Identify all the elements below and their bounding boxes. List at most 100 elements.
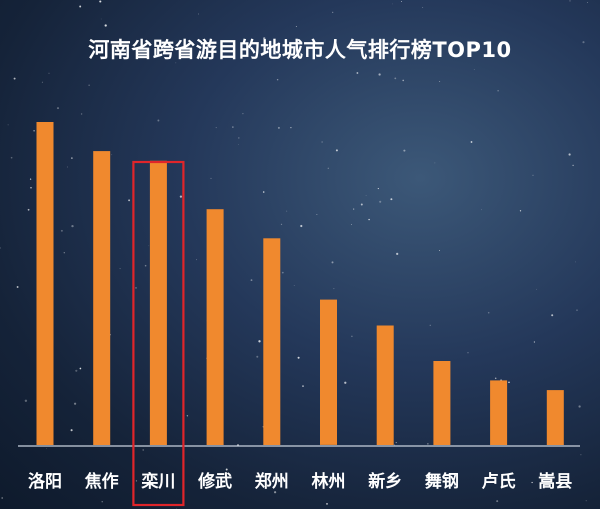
star: [497, 90, 499, 92]
star: [24, 399, 28, 402]
star: [403, 149, 406, 152]
star: [71, 157, 73, 159]
star: [100, 18, 102, 20]
star: [159, 486, 161, 488]
star: [572, 164, 574, 167]
star: [390, 198, 393, 201]
star: [45, 448, 47, 449]
star: [331, 261, 334, 264]
star: [368, 218, 370, 221]
star: [467, 352, 469, 354]
star: [429, 324, 431, 326]
star: [316, 214, 318, 216]
star: [373, 43, 376, 45]
star: [48, 72, 50, 74]
star: [394, 77, 397, 80]
bar-2: [93, 151, 111, 445]
category-label: 新乡: [368, 471, 402, 492]
star: [321, 141, 323, 143]
star: [71, 224, 74, 228]
star: [394, 444, 395, 446]
star: [402, 79, 405, 82]
star: [27, 208, 30, 211]
star: [232, 126, 234, 128]
star: [135, 480, 138, 482]
star: [396, 252, 399, 256]
star: [196, 259, 198, 261]
category-label: 焦作: [84, 471, 119, 492]
bar-8: [433, 361, 451, 445]
star: [422, 6, 424, 8]
star: [237, 137, 240, 139]
star: [580, 454, 582, 456]
bar-9: [490, 380, 508, 445]
star: [88, 84, 90, 86]
star: [326, 503, 328, 505]
star: [378, 73, 381, 76]
star: [578, 405, 581, 408]
star: [551, 314, 554, 317]
star: [210, 177, 212, 179]
star: [333, 288, 335, 290]
bar-7: [376, 325, 394, 445]
category-label: 卢氏: [482, 471, 516, 492]
star: [473, 69, 475, 71]
star: [148, 245, 150, 247]
star: [434, 162, 436, 164]
star: [215, 127, 217, 129]
star: [75, 369, 78, 372]
star: [135, 287, 137, 289]
star: [175, 62, 177, 64]
star: [332, 11, 334, 13]
chart-title: 河南省跨省游目的地城市人气排行榜TOP10: [88, 38, 512, 62]
star: [29, 178, 32, 180]
star: [360, 203, 363, 206]
star: [531, 481, 533, 484]
star: [227, 45, 229, 47]
star: [316, 479, 318, 481]
category-labels: 洛阳 焦作 栾川 修武 郑州 林州 新乡 舞钢 卢氏 嵩县: [28, 471, 572, 492]
star: [536, 288, 537, 290]
star: [533, 341, 536, 343]
star: [503, 484, 505, 487]
star: [16, 286, 19, 288]
bar-6: [320, 299, 337, 445]
star: [13, 77, 16, 80]
star: [256, 355, 259, 358]
star: [392, 3, 394, 5]
star: [439, 81, 441, 82]
star: [300, 224, 303, 228]
star: [371, 50, 373, 51]
star: [297, 356, 300, 359]
bar-4: [206, 209, 224, 445]
star: [365, 195, 367, 196]
star: [353, 208, 355, 210]
star: [250, 279, 253, 281]
category-label: 洛阳: [28, 471, 62, 492]
star: [401, 1, 402, 2]
star: [277, 126, 280, 129]
star: [532, 174, 534, 176]
star: [1, 497, 4, 499]
star: [585, 500, 587, 502]
star: [295, 25, 297, 28]
star: [327, 167, 329, 169]
star: [494, 377, 497, 380]
star: [67, 166, 68, 168]
star: [111, 154, 113, 156]
star: [104, 24, 107, 27]
star: [393, 38, 396, 40]
star: [470, 141, 473, 143]
category-label: 舞钢: [425, 471, 459, 492]
bar-5: [263, 238, 281, 445]
star: [569, 0, 571, 2]
star: [276, 78, 279, 81]
bar-10: [546, 390, 564, 445]
star: [427, 443, 429, 445]
star: [144, 264, 147, 267]
star: [33, 129, 35, 132]
star: [280, 223, 283, 226]
